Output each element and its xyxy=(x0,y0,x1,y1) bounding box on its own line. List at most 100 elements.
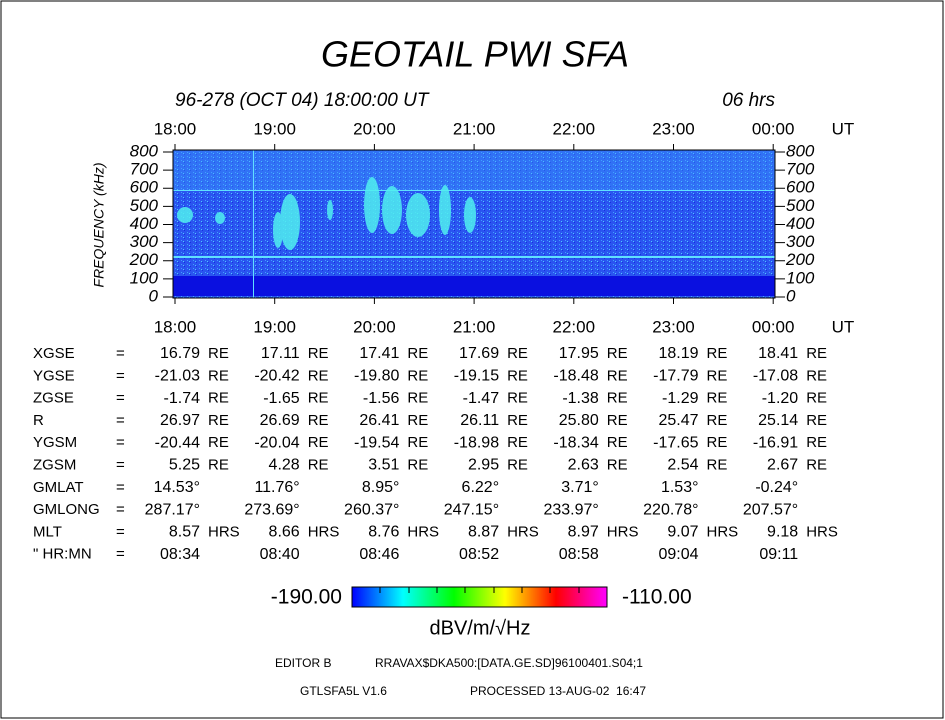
row-value: 25.47 xyxy=(658,412,698,429)
y-tick-label: 600 xyxy=(130,178,159,197)
row-value: 4.28 xyxy=(269,457,300,474)
row-unit: HRS xyxy=(208,523,240,540)
row-unit: HRS xyxy=(407,523,439,540)
row-unit: RE xyxy=(208,456,229,473)
row-value: 26.97 xyxy=(160,412,200,429)
row-unit: RE xyxy=(308,434,329,451)
row-value: -16.91 xyxy=(753,434,798,451)
row-label: GMLONG xyxy=(33,501,100,518)
equals: = xyxy=(116,367,125,384)
row-unit: RE xyxy=(806,390,827,407)
x-tick-label: 18:00 xyxy=(154,119,197,138)
row-value: 17.69 xyxy=(459,345,499,362)
row-value: 14.53° xyxy=(154,479,200,496)
row-value: 207.57° xyxy=(743,501,798,518)
x-tick-label: 21:00 xyxy=(453,119,496,138)
row-unit: RE xyxy=(208,345,229,362)
row-unit: RE xyxy=(806,456,827,473)
row-unit: RE xyxy=(806,434,827,451)
colorbar-max: -110.00 xyxy=(622,586,692,609)
row-value: 08:58 xyxy=(559,546,599,563)
row-unit: RE xyxy=(806,367,827,384)
row-value: 6.22° xyxy=(462,479,500,496)
equals: = xyxy=(116,412,125,429)
x-unit: UT xyxy=(832,119,855,138)
x-tick-label: 18:00 xyxy=(154,317,197,336)
row-value: -17.65 xyxy=(653,434,698,451)
row-unit: RE xyxy=(507,412,528,429)
row-unit: RE xyxy=(308,367,329,384)
row-value: 5.25 xyxy=(169,457,200,474)
row-unit: RE xyxy=(407,390,428,407)
row-unit: RE xyxy=(407,434,428,451)
row-unit: RE xyxy=(208,434,229,451)
row-value: 2.63 xyxy=(568,457,599,474)
spectrogram-field xyxy=(173,150,775,190)
row-value: 26.11 xyxy=(460,412,499,429)
row-value: 3.51 xyxy=(368,457,399,474)
y-tick-label: 600 xyxy=(786,178,815,197)
row-value: -21.03 xyxy=(155,368,200,385)
row-value: 273.69° xyxy=(244,501,299,518)
row-unit: HRS xyxy=(308,523,340,540)
colorbar-unit: dBV/m/√Hz xyxy=(430,617,531,639)
row-unit: RE xyxy=(707,367,728,384)
row-value: 08:52 xyxy=(459,546,499,563)
row-value: -20.04 xyxy=(254,434,299,451)
row-unit: RE xyxy=(507,390,528,407)
y-tick-label: 300 xyxy=(786,232,815,251)
y-tick-label: 100 xyxy=(786,268,815,287)
row-value: 17.95 xyxy=(559,345,599,362)
row-value: 260.37° xyxy=(344,501,399,518)
row-value: -1.47 xyxy=(463,390,500,407)
row-value: 8.66 xyxy=(269,524,300,541)
row-unit: RE xyxy=(308,390,329,407)
row-unit: RE xyxy=(607,412,628,429)
row-value: 18.19 xyxy=(658,345,698,362)
row-value: 2.54 xyxy=(667,457,698,474)
duration: 06 hrs xyxy=(722,90,775,111)
equals: = xyxy=(116,345,125,362)
x-tick-label: 00:00 xyxy=(752,317,795,336)
row-value: -17.79 xyxy=(653,368,698,385)
row-value: 08:40 xyxy=(260,546,300,563)
emission xyxy=(177,177,476,250)
row-value: -1.29 xyxy=(662,390,699,407)
row-label: ZGSM xyxy=(33,456,76,473)
row-value: 8.95° xyxy=(362,479,400,496)
row-value: -1.20 xyxy=(762,390,799,407)
spectrogram-field xyxy=(253,150,254,298)
spectrogram-field xyxy=(173,190,775,191)
row-label: MLT xyxy=(33,523,62,540)
row-label: ZGSE xyxy=(33,390,74,407)
equals: = xyxy=(116,390,125,407)
y-tick-label: 0 xyxy=(786,286,796,305)
row-value: 18.41 xyxy=(758,345,798,362)
row-value: -20.42 xyxy=(254,368,299,385)
row-value: 17.11 xyxy=(261,345,300,362)
row-value: -19.15 xyxy=(454,368,499,385)
row-label: " HR:MN xyxy=(33,546,92,563)
x-tick-label: 20:00 xyxy=(353,119,396,138)
y-tick-label: 0 xyxy=(149,286,159,305)
row-unit: RE xyxy=(806,345,827,362)
row-unit: RE xyxy=(607,367,628,384)
row-value: 2.67 xyxy=(767,457,798,474)
row-value: -18.34 xyxy=(553,434,598,451)
row-value: 1.53° xyxy=(661,479,699,496)
row-value: 16.79 xyxy=(160,345,200,362)
equals: = xyxy=(116,546,125,563)
row-value: 8.57 xyxy=(169,524,200,541)
row-value: 17.41 xyxy=(359,345,399,362)
row-unit: RE xyxy=(707,390,728,407)
row-value: 08:46 xyxy=(359,546,399,563)
colorbar-ticks xyxy=(379,587,580,593)
y-tick-label: 800 xyxy=(130,141,159,160)
row-value: -19.80 xyxy=(354,368,399,385)
y-tick-label: 400 xyxy=(130,214,159,233)
row-value: -18.48 xyxy=(553,368,598,385)
row-value: -17.08 xyxy=(753,368,798,385)
row-unit: RE xyxy=(707,456,728,473)
